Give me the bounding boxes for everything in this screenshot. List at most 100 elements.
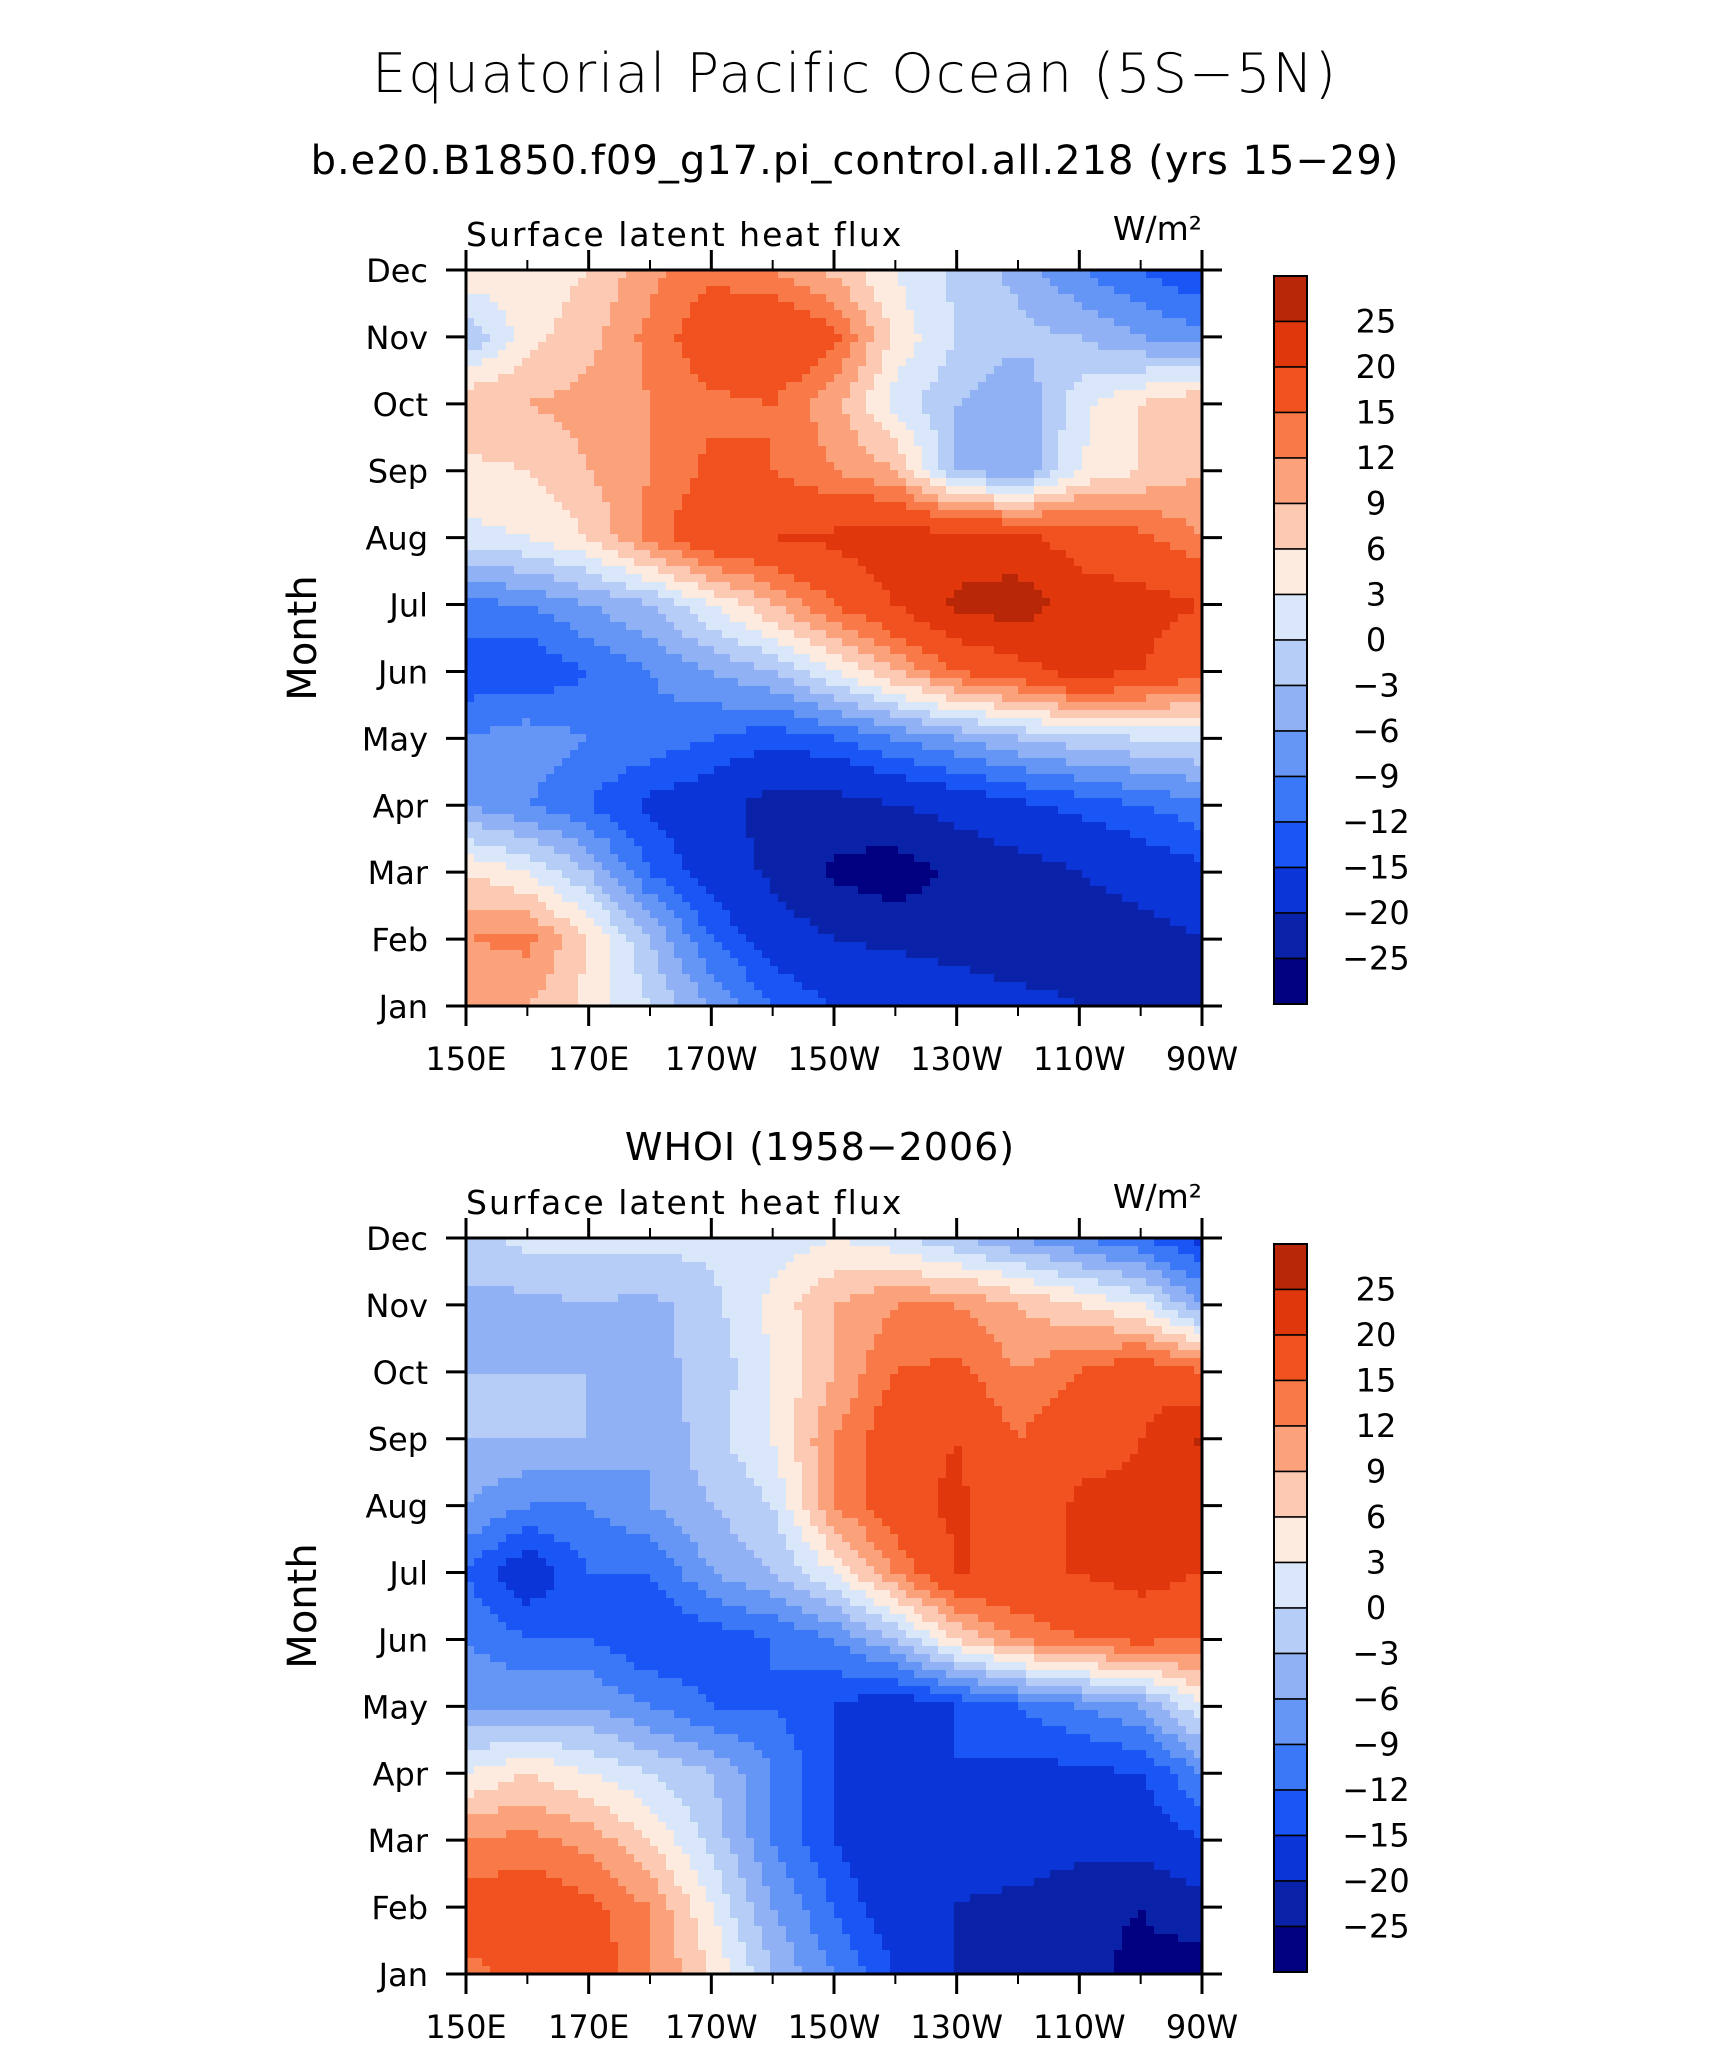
heatmap-cell [530, 294, 539, 303]
heatmap-cell [530, 326, 539, 335]
heatmap-cell [1146, 438, 1155, 447]
heatmap-cell [826, 406, 835, 415]
heatmap-cell [722, 326, 731, 335]
heatmap-cell [946, 286, 955, 295]
heatmap-cell [658, 518, 667, 527]
heatmap-cell [562, 414, 571, 423]
heatmap-cell [826, 422, 835, 431]
heatmap-cell [778, 566, 787, 575]
heatmap-cell [562, 342, 571, 351]
heatmap-cell [930, 270, 939, 279]
heatmap-cell [890, 366, 899, 375]
heatmap-cell [1194, 678, 1203, 687]
heatmap-cell [810, 606, 819, 615]
heatmap-cell [1122, 438, 1131, 447]
heatmap-cell [642, 614, 651, 623]
heatmap-cell [842, 430, 851, 439]
heatmap-cell [1186, 582, 1195, 591]
heatmap-cell [770, 478, 779, 487]
heatmap-cell [570, 518, 579, 527]
heatmap-cell [946, 318, 955, 327]
heatmap-cell [770, 494, 779, 503]
heatmap-cell [474, 390, 483, 399]
heatmap-cell [506, 454, 515, 463]
heatmap-cell [714, 646, 723, 655]
heatmap-cell [1002, 534, 1011, 543]
heatmap-cell [802, 366, 811, 375]
heatmap-cell [826, 606, 835, 615]
heatmap-cell [642, 430, 651, 439]
heatmap-cell [1114, 662, 1123, 671]
heatmap-cell [818, 334, 827, 343]
heatmap-cell [866, 454, 875, 463]
heatmap-cell [738, 646, 747, 655]
heatmap-cell [562, 630, 571, 639]
heatmap-cell [642, 422, 651, 431]
heatmap-cell [890, 406, 899, 415]
heatmap-cell [786, 638, 795, 647]
heatmap-cell [730, 422, 739, 431]
heatmap-cell [522, 702, 531, 711]
heatmap-cell [746, 350, 755, 359]
heatmap-cell [722, 422, 731, 431]
heatmap-cell [1178, 646, 1187, 655]
heatmap-cell [810, 374, 819, 383]
heatmap-cell [746, 662, 755, 671]
heatmap-cell [546, 358, 555, 367]
heatmap-cell [1178, 694, 1187, 703]
heatmap-cell [530, 470, 539, 479]
heatmap-cell [802, 654, 811, 663]
heatmap-cell [530, 350, 539, 359]
heatmap-cell [834, 550, 843, 559]
heatmap-cell [610, 502, 619, 511]
heatmap-cell [514, 270, 523, 279]
heatmap-cell [794, 470, 803, 479]
heatmap-cell [738, 662, 747, 671]
heatmap-cell [1066, 390, 1075, 399]
heatmap-cell [738, 310, 747, 319]
heatmap-cell [538, 686, 547, 695]
heatmap-cell [882, 542, 891, 551]
heatmap-cell [658, 430, 667, 439]
heatmap-cell [506, 670, 515, 679]
heatmap-cell [794, 582, 803, 591]
heatmap-cell [1114, 558, 1123, 567]
heatmap-cell [858, 374, 867, 383]
heatmap-cell [538, 502, 547, 511]
heatmap-cell [986, 478, 995, 487]
heatmap-cell [602, 630, 611, 639]
heatmap-cell [554, 702, 563, 711]
heatmap-cell [994, 606, 1003, 615]
heatmap-cell [690, 374, 699, 383]
heatmap-cell [482, 302, 491, 311]
heatmap-cell [1018, 318, 1027, 327]
heatmap-cell [1090, 638, 1099, 647]
heatmap-cell [954, 574, 963, 583]
heatmap-cell [538, 406, 547, 415]
heatmap-cell [658, 510, 667, 519]
heatmap-cell [986, 390, 995, 399]
heatmap-cell [922, 350, 931, 359]
heatmap-cell [666, 534, 675, 543]
heatmap-cell [778, 366, 787, 375]
heatmap-cell [818, 590, 827, 599]
heatmap-cell [1122, 534, 1131, 543]
heatmap-cell [650, 526, 659, 535]
heatmap-cell [746, 374, 755, 383]
heatmap-cell [1034, 590, 1043, 599]
heatmap-cell [1026, 278, 1035, 287]
heatmap-cell [674, 430, 683, 439]
heatmap-cell [746, 318, 755, 327]
heatmap-cell [1178, 350, 1187, 359]
heatmap-cell [770, 590, 779, 599]
heatmap-cell [1010, 358, 1019, 367]
heatmap-cell [738, 518, 747, 527]
heatmap-cell [586, 614, 595, 623]
heatmap-cell [634, 478, 643, 487]
heatmap-cell [794, 670, 803, 679]
heatmap-cell [810, 694, 819, 703]
heatmap-cell [786, 614, 795, 623]
heatmap-cell [754, 414, 763, 423]
heatmap-cell [650, 510, 659, 519]
heatmap-cell [690, 606, 699, 615]
